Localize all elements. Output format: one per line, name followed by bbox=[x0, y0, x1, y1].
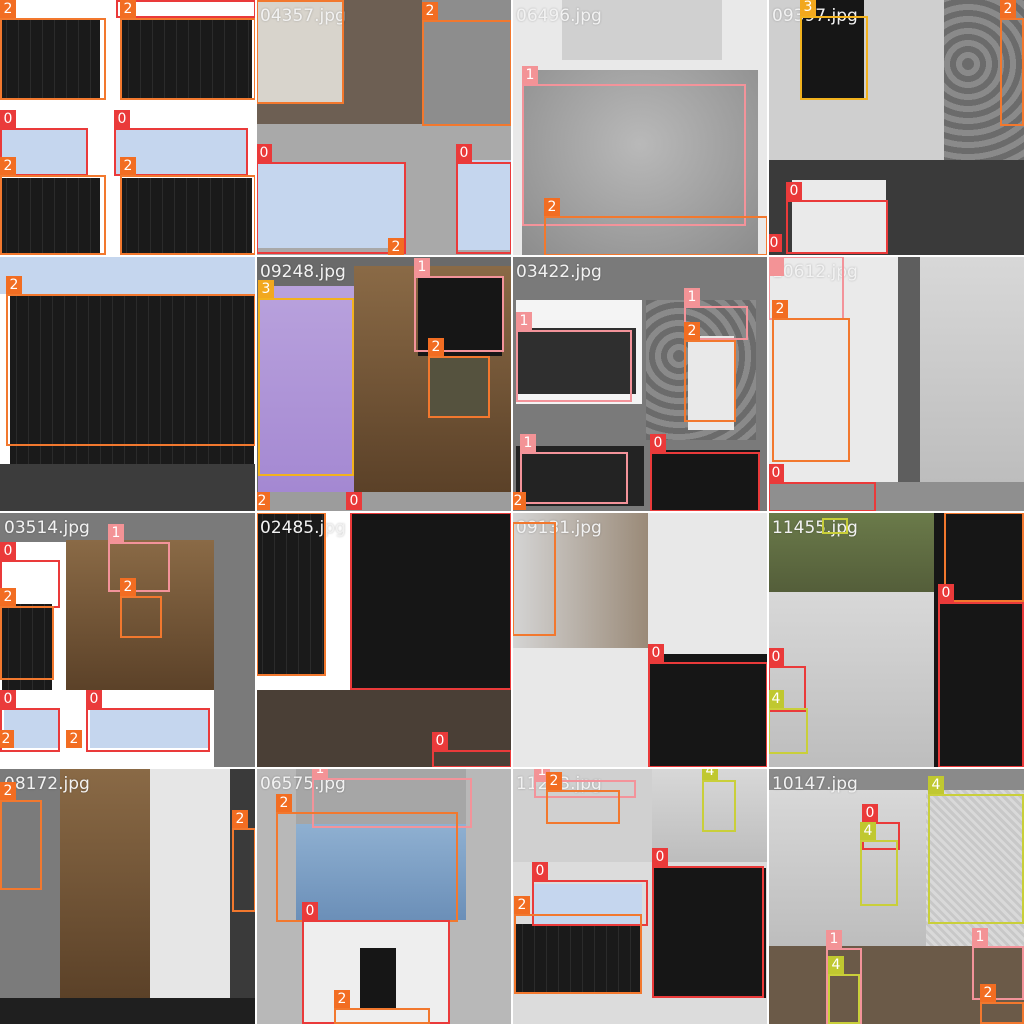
tile-r0-c2: 06496.jpg 1 2 bbox=[512, 0, 768, 256]
filename-label: 06496.jpg bbox=[516, 6, 602, 26]
filename-label: 10147.jpg bbox=[772, 774, 858, 794]
filename-label: 09248.jpg bbox=[260, 262, 346, 282]
tile-r2-c1: 02485.jpg 0 bbox=[256, 512, 512, 768]
tile-r1-c2: 03422.jpg 1 1 2 1 0 2 bbox=[512, 256, 768, 512]
filename-label: 08172.jpg bbox=[4, 774, 90, 794]
tile-r3-c0: 08172.jpg 2 2 bbox=[0, 768, 256, 1024]
tile-r2-c2: 09131.jpg 0 bbox=[512, 512, 768, 768]
filename-label: 10612.jpg bbox=[772, 262, 858, 282]
tile-r3-c1: 06575.jpg 1 2 0 2 bbox=[256, 768, 512, 1024]
tile-r0-c3: 09397.jpg 2 3 0 0 bbox=[768, 0, 1024, 256]
tile-r0-c1: 04357.jpg 2 0 0 2 bbox=[256, 0, 512, 256]
filename-label: 03514.jpg bbox=[4, 518, 90, 538]
tile-r1-c0: 2 bbox=[0, 256, 256, 512]
filename-label: 03422.jpg bbox=[516, 262, 602, 282]
tile-r3-c3: 10147.jpg 0 4 4 1 4 1 2 bbox=[768, 768, 1024, 1024]
tile-r0-c0: 0 2 2 0 0 2 2 bbox=[0, 0, 256, 256]
tile-r1-c3: 10612.jpg 2 0 bbox=[768, 256, 1024, 512]
tile-r2-c3: 11455.jpg 2 0 0 4 bbox=[768, 512, 1024, 768]
tile-r1-c1: 09248.jpg 1 2 3 2 0 bbox=[256, 256, 512, 512]
filename-label: 04357.jpg bbox=[260, 6, 346, 26]
tile-r2-c0: 03514.jpg 1 2 0 2 0 0 2 2 bbox=[0, 512, 256, 768]
tile-r3-c2: 11213.jpg 1 2 4 0 0 2 bbox=[512, 768, 768, 1024]
